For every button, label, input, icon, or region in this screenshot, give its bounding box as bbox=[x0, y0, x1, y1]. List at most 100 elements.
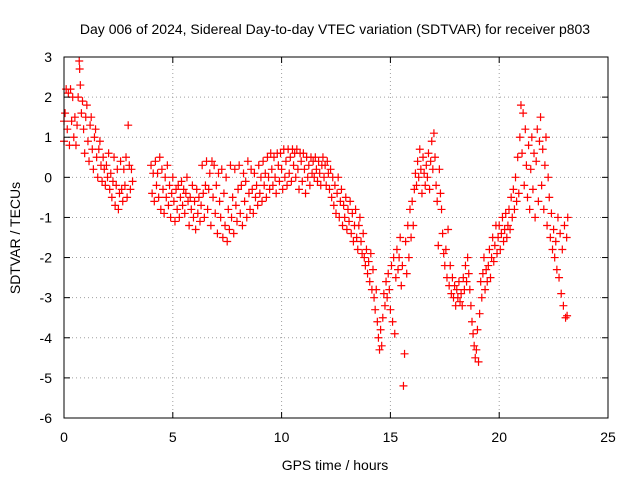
data-point bbox=[446, 261, 455, 270]
data-point bbox=[275, 177, 284, 186]
data-point bbox=[524, 141, 533, 150]
data-point bbox=[439, 249, 448, 258]
data-point bbox=[189, 213, 198, 222]
data-point bbox=[548, 245, 557, 254]
data-point bbox=[255, 189, 264, 198]
data-point bbox=[373, 317, 382, 326]
y-tick-label: 3 bbox=[44, 49, 52, 65]
data-point bbox=[187, 205, 196, 214]
data-point bbox=[298, 177, 307, 186]
data-point bbox=[332, 209, 340, 218]
data-point bbox=[66, 85, 75, 94]
data-point bbox=[410, 185, 419, 194]
data-point bbox=[300, 165, 309, 174]
data-point bbox=[402, 269, 411, 278]
data-point bbox=[438, 229, 447, 238]
data-point bbox=[437, 205, 446, 214]
data-point bbox=[108, 177, 117, 186]
y-tick-label: -2 bbox=[40, 250, 53, 266]
data-point bbox=[166, 213, 175, 222]
data-point bbox=[278, 185, 287, 194]
y-axis-ticks: -6 -5 -4 -3 -2 -1 0 1 2 3 bbox=[40, 49, 608, 426]
data-points bbox=[60, 57, 572, 390]
data-point bbox=[69, 133, 78, 142]
data-point bbox=[422, 161, 431, 170]
data-point bbox=[237, 181, 246, 190]
data-point bbox=[217, 165, 226, 174]
y-tick-label: 0 bbox=[44, 169, 52, 185]
data-point bbox=[512, 197, 521, 206]
data-point bbox=[511, 173, 520, 182]
data-point bbox=[348, 209, 357, 218]
data-point bbox=[305, 181, 314, 190]
data-point bbox=[95, 137, 104, 146]
data-point bbox=[530, 149, 539, 158]
data-point bbox=[372, 285, 381, 294]
data-point bbox=[470, 341, 479, 350]
data-point bbox=[322, 181, 331, 190]
data-point bbox=[157, 165, 166, 174]
data-point bbox=[112, 181, 121, 190]
data-point bbox=[394, 265, 403, 274]
data-point bbox=[206, 221, 215, 230]
data-point bbox=[561, 313, 570, 322]
data-point bbox=[483, 277, 492, 286]
data-point bbox=[224, 205, 233, 214]
data-point bbox=[513, 153, 522, 162]
data-point bbox=[258, 197, 267, 206]
data-point bbox=[221, 221, 230, 230]
data-point bbox=[178, 201, 187, 210]
data-point bbox=[186, 193, 195, 202]
data-point bbox=[365, 277, 374, 286]
data-point bbox=[181, 189, 190, 198]
data-point bbox=[155, 153, 164, 162]
data-point bbox=[417, 189, 426, 198]
data-point bbox=[98, 177, 107, 186]
data-point bbox=[128, 177, 137, 186]
data-point bbox=[436, 189, 445, 198]
data-point bbox=[215, 197, 224, 206]
data-point bbox=[231, 201, 240, 210]
data-point bbox=[165, 181, 174, 190]
data-point bbox=[100, 165, 109, 174]
y-tick-label: -3 bbox=[40, 290, 53, 306]
data-point bbox=[429, 129, 438, 138]
data-point bbox=[385, 285, 394, 294]
data-point bbox=[75, 57, 84, 66]
data-point bbox=[265, 185, 274, 194]
data-point bbox=[462, 277, 471, 286]
data-point bbox=[291, 173, 300, 182]
data-point bbox=[119, 165, 128, 174]
data-point bbox=[543, 221, 552, 230]
data-point bbox=[521, 125, 530, 134]
data-point bbox=[392, 245, 401, 254]
data-point bbox=[487, 253, 496, 262]
data-point bbox=[544, 173, 553, 182]
data-point bbox=[358, 249, 367, 258]
data-point bbox=[239, 169, 248, 178]
data-point bbox=[180, 209, 189, 218]
data-point bbox=[254, 161, 263, 170]
data-point bbox=[391, 273, 400, 282]
data-point bbox=[193, 209, 202, 218]
y-tick-label: -6 bbox=[40, 410, 53, 426]
data-point bbox=[210, 161, 219, 170]
data-point bbox=[553, 213, 562, 222]
data-point bbox=[420, 169, 429, 178]
data-point bbox=[477, 293, 486, 302]
data-point bbox=[355, 213, 364, 222]
data-point bbox=[190, 197, 199, 206]
data-point bbox=[370, 293, 379, 302]
data-point bbox=[91, 125, 100, 134]
grid-lines bbox=[64, 57, 608, 418]
data-point bbox=[252, 181, 261, 190]
data-point bbox=[559, 301, 568, 310]
data-point bbox=[173, 205, 182, 214]
data-point bbox=[246, 205, 255, 214]
data-point bbox=[478, 269, 487, 278]
data-point bbox=[482, 265, 491, 274]
data-point bbox=[310, 173, 319, 182]
data-point bbox=[405, 205, 414, 214]
data-point bbox=[447, 289, 456, 298]
data-point bbox=[163, 161, 172, 170]
